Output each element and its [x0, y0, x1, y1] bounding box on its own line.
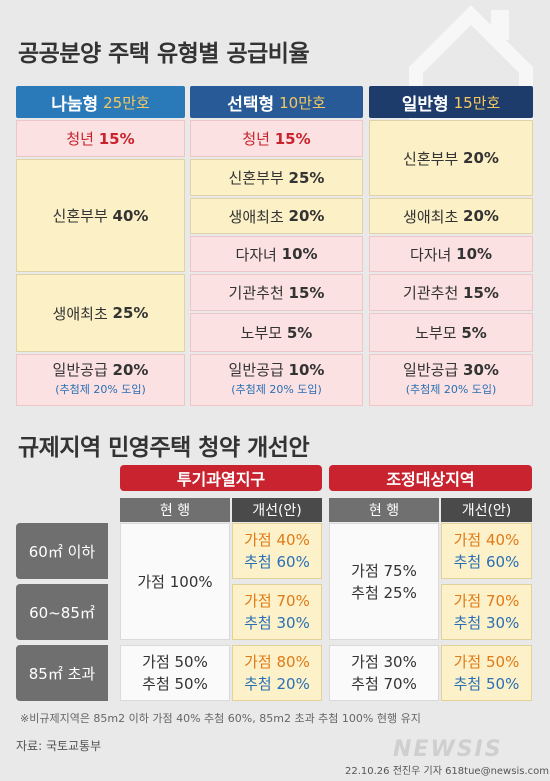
- row-label: 60㎡ 이하: [16, 523, 108, 579]
- multi-child-cell: 다자녀 10%: [369, 236, 533, 272]
- general-supply-cell: 일반공급 10% (추첨제 20% 도입): [190, 354, 363, 406]
- improvement-cell: 가점 40% 추첨 60%: [441, 523, 532, 579]
- footnote: ※비규제지역은 85m2 이하 가점 40% 추첨 60%, 85m2 초과 추…: [20, 712, 421, 725]
- newly-married-cell: 신혼부부 25%: [190, 159, 363, 196]
- newly-married-cell: 신혼부부 40%: [16, 159, 185, 272]
- column-header: 나눔형 25만호: [16, 86, 185, 118]
- current-cell: 가점 75% 추첨 25%: [329, 523, 439, 640]
- multi-child-cell: 다자녀 10%: [190, 236, 363, 272]
- elderly-parent-cell: 노부모 5%: [190, 313, 363, 352]
- newsis-logo: NEWSIS: [393, 737, 503, 762]
- current-cell: 가점 100%: [120, 523, 230, 640]
- institution-cell: 기관추천 15%: [190, 274, 363, 311]
- page-title: 공공분양 주택 유형별 공급비율: [18, 41, 310, 67]
- section-title: 규제지역 민영주택 청약 개선안: [18, 435, 310, 461]
- current-header: 현 행: [120, 498, 230, 522]
- newly-married-cell: 신혼부부 20%: [369, 120, 533, 196]
- elderly-parent-cell: 노부모 5%: [369, 313, 533, 352]
- column-nanum: 나눔형 25만호 청년 15% 신혼부부 40% 생애최초 25% 일반공급 20…: [16, 86, 185, 406]
- first-time-buyer-cell: 생애최초 25%: [16, 274, 185, 352]
- region-header-speculation: 투기과열지구: [120, 465, 322, 491]
- improvement-header: 개선(안): [232, 498, 322, 522]
- column-header: 선택형 10만호: [190, 86, 363, 118]
- youth-cell: 청년 15%: [190, 120, 363, 157]
- row-label: 60~85㎡: [16, 584, 108, 640]
- improvement-cell: 가점 50% 추첨 50%: [441, 645, 532, 701]
- current-cell: 가점 50% 추첨 50%: [120, 645, 230, 701]
- improvement-header: 개선(안): [441, 498, 532, 522]
- row-label: 85㎡ 초과: [16, 645, 108, 701]
- current-header: 현 행: [329, 498, 439, 522]
- improvement-cell: 가점 40% 추첨 60%: [232, 523, 322, 579]
- column-seontaek: 선택형 10만호 청년 15% 신혼부부 25% 생애최초 20% 다자녀 10%…: [190, 86, 363, 406]
- first-time-buyer-cell: 생애최초 20%: [369, 198, 533, 234]
- region-header-adjustment: 조정대상지역: [329, 465, 532, 491]
- general-supply-cell: 일반공급 20% (추첨제 20% 도입): [16, 354, 185, 406]
- current-cell: 가점 30% 추첨 70%: [329, 645, 439, 701]
- column-header: 일반형 15만호: [369, 86, 533, 118]
- first-time-buyer-cell: 생애최초 20%: [190, 198, 363, 234]
- general-supply-cell: 일반공급 30% (추첨제 20% 도입): [369, 354, 533, 406]
- column-ilban: 일반형 15만호 신혼부부 20% 생애최초 20% 다자녀 10% 기관추천 1…: [369, 86, 533, 406]
- improvement-cell: 가점 70% 추첨 30%: [441, 584, 532, 640]
- source-text: 자료: 국토교통부: [16, 739, 102, 753]
- institution-cell: 기관추천 15%: [369, 274, 533, 311]
- credit-text: 22.10.26 전진우 기자 618tue@newsis.com: [345, 766, 549, 777]
- improvement-cell: 가점 70% 추첨 30%: [232, 584, 322, 640]
- youth-cell: 청년 15%: [16, 120, 185, 157]
- improvement-cell: 가점 80% 추첨 20%: [232, 645, 322, 701]
